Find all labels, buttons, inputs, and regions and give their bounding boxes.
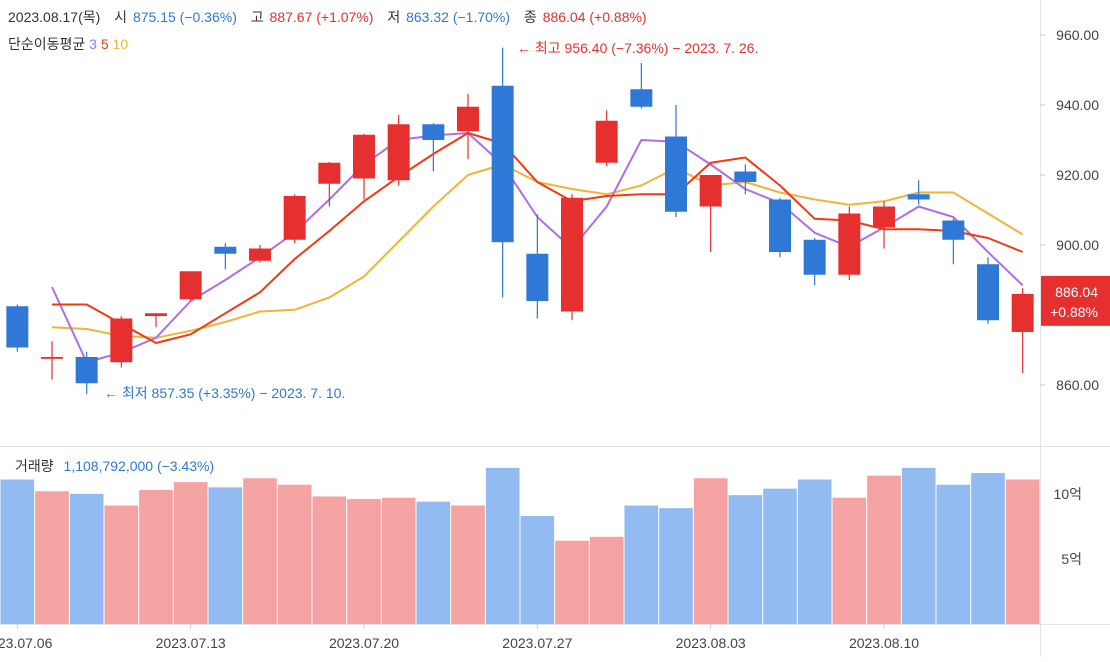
volume-bar <box>659 508 693 624</box>
candle-body <box>595 120 618 163</box>
candle-body <box>734 171 757 182</box>
price-tick-label: 900.00 <box>1056 237 1099 253</box>
candle-body <box>457 106 479 132</box>
price-tick-label: 920.00 <box>1056 167 1099 183</box>
high-label: 고 <box>250 9 264 25</box>
candle-body <box>214 246 237 254</box>
candle-body <box>249 248 271 261</box>
candle-body <box>110 318 133 363</box>
volume-tick-label: 10억 <box>1054 486 1082 502</box>
volume-bar <box>69 493 104 624</box>
candle-body <box>283 196 306 240</box>
volume-bar <box>797 479 832 624</box>
candle-body <box>838 213 861 275</box>
volume-bar <box>208 487 243 624</box>
close-value: 886.04 (+0.88%) <box>542 9 647 25</box>
low-value: 863.32 (−1.70%) <box>406 9 511 25</box>
candle-body <box>630 89 653 107</box>
candle-body <box>75 357 98 384</box>
volume-bar <box>867 475 901 624</box>
moving-average-legend[interactable]: 단순이동평균 3 5 10 <box>8 34 128 54</box>
volume-bar <box>416 501 451 624</box>
price-tag <box>1041 275 1110 326</box>
volume-tick-label: 5억 <box>1061 551 1082 567</box>
volume-bar <box>971 473 1005 624</box>
ma3-label: 3 <box>89 36 97 52</box>
x-tick-label: 2023.07.06 <box>0 635 53 651</box>
candle-body <box>873 206 895 228</box>
ma5-label: 5 <box>100 36 109 52</box>
candle-body <box>699 175 722 207</box>
volume-bar <box>347 499 381 624</box>
volume-bar <box>312 496 347 624</box>
volume-bar <box>243 478 277 624</box>
high-annotation: ← 최고 956.40 (−7.36%) − 2023. 7. 26. <box>517 40 758 56</box>
price-tick-label: 860.00 <box>1056 377 1099 393</box>
x-tick-label: 2023.08.10 <box>849 635 919 651</box>
volume-bar <box>1005 479 1040 624</box>
candle-body <box>1011 293 1034 332</box>
candle-body <box>179 271 202 300</box>
candle-body <box>41 357 63 359</box>
open-label: 시 <box>114 9 128 25</box>
volume-bar <box>451 505 485 624</box>
close-label: 종 <box>523 9 537 25</box>
x-tick-label: 2023.07.20 <box>329 635 399 651</box>
low-annotation: ← 최저 857.35 (+3.35%) − 2023. 7. 10. <box>104 385 345 401</box>
candle-body <box>942 220 965 240</box>
volume-bar <box>277 484 312 624</box>
price-tag-value: 886.04 <box>1055 284 1098 300</box>
volume-legend-value: 1,108,792,000 (−3.43%) <box>63 458 215 474</box>
volume-bar <box>104 505 139 624</box>
candle-body <box>665 136 687 212</box>
high-value: 887.67 (+1.07%) <box>269 9 374 25</box>
candle-body <box>803 239 826 275</box>
open-value: 875.15 (−0.36%) <box>132 9 237 25</box>
candle-body <box>353 134 375 179</box>
volume-bar <box>936 484 971 624</box>
volume-bar <box>35 491 69 624</box>
candle-body <box>769 199 791 252</box>
candle-body <box>387 124 410 181</box>
volume-legend: 거래량 1,108,792,000 (−3.43%) <box>15 456 214 476</box>
volume-bar <box>589 536 624 624</box>
candle-body <box>6 306 29 348</box>
volume-bar <box>520 515 555 624</box>
volume-bar <box>728 495 763 624</box>
ma-legend-label: 단순이동평균 <box>8 36 86 52</box>
volume-bar <box>901 467 936 624</box>
candle-body <box>977 264 999 321</box>
candle-body <box>907 194 930 200</box>
x-tick-label: 2023.07.27 <box>502 635 572 651</box>
volume-bar <box>173 482 208 624</box>
candle-body <box>145 313 167 317</box>
volume-legend-label: 거래량 <box>15 458 54 474</box>
candle-body <box>526 253 549 301</box>
candle-body <box>422 124 445 140</box>
volume-bar <box>693 478 728 624</box>
volume-bar <box>832 497 867 624</box>
candle-body <box>318 162 341 184</box>
header-date: 2023.08.17(목) <box>8 9 101 25</box>
volume-bar <box>0 479 35 624</box>
price-tick-label: 960.00 <box>1056 27 1099 43</box>
candle-body <box>491 85 514 243</box>
x-tick-label: 2023.08.03 <box>676 635 746 651</box>
volume-bar <box>485 467 520 624</box>
price-tick-label: 940.00 <box>1056 97 1099 113</box>
volume-bar <box>624 505 659 624</box>
volume-bar <box>763 488 797 624</box>
price-tag-change: +0.88% <box>1050 304 1098 320</box>
candle-body <box>561 197 583 312</box>
ohlc-header: 2023.08.17(목) 시 875.15 (−0.36%) 고 887.67… <box>8 7 649 27</box>
ma10-label: 10 <box>112 36 129 52</box>
x-tick-label: 2023.07.13 <box>156 635 226 651</box>
volume-bar <box>555 540 589 624</box>
ma5-line <box>52 132 1024 344</box>
volume-bar <box>381 497 416 624</box>
low-label: 저 <box>387 9 401 25</box>
volume-bar <box>139 489 173 624</box>
